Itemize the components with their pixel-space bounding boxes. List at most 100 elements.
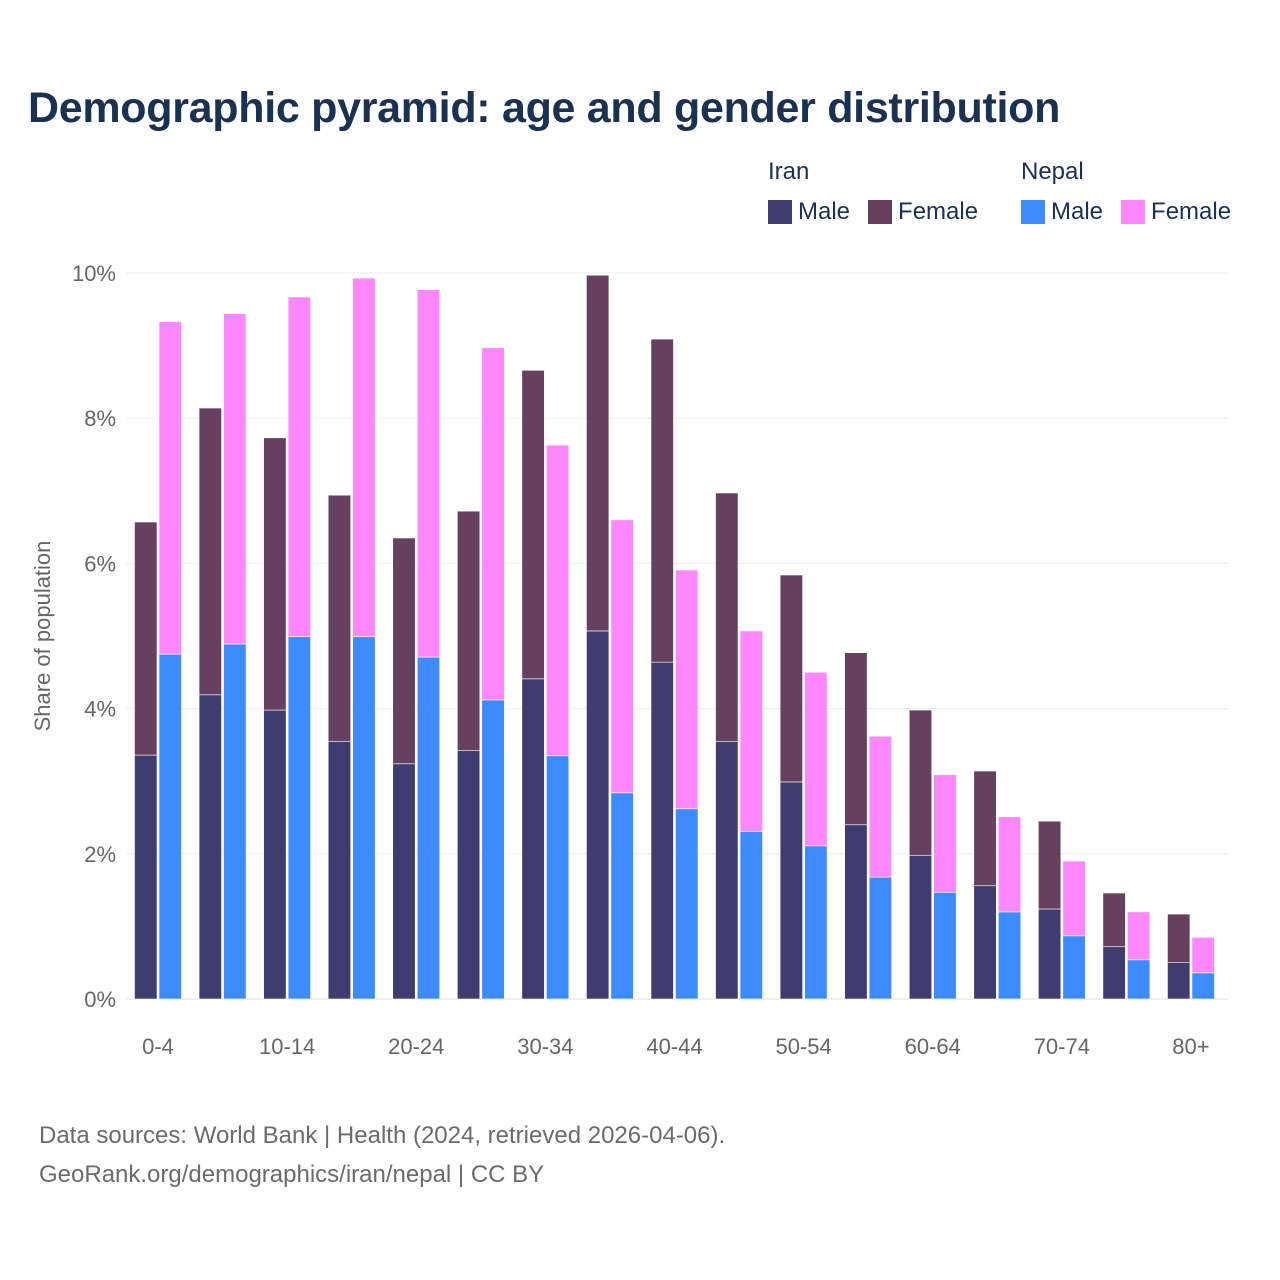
bar-nepal-male[interactable] bbox=[416, 656, 441, 1000]
bar-iran-female[interactable] bbox=[392, 537, 416, 765]
bar-iran-female[interactable] bbox=[198, 407, 222, 696]
bar-nepal-female[interactable] bbox=[1191, 936, 1215, 974]
bar-nepal-female[interactable] bbox=[1127, 911, 1151, 961]
legend-title-nepal: Nepal bbox=[1021, 158, 1084, 185]
bar-nepal-female[interactable] bbox=[158, 321, 182, 655]
bar-iran-male[interactable] bbox=[456, 750, 481, 1000]
bar-nepal-male[interactable] bbox=[804, 845, 828, 1000]
source-line-1: Data sources: World Bank | Health (2024,… bbox=[39, 1122, 726, 1149]
bar-nepal-female[interactable] bbox=[868, 735, 892, 878]
bar-nepal-female[interactable] bbox=[223, 313, 247, 645]
source-note: Data sources: World Bank | Health (2024,… bbox=[39, 1116, 725, 1194]
legend-swatch bbox=[1121, 200, 1146, 224]
bar-nepal-female[interactable] bbox=[804, 671, 828, 847]
bar-iran-male[interactable] bbox=[198, 694, 222, 1000]
bar-iran-female[interactable] bbox=[1038, 820, 1062, 910]
bar-iran-female[interactable] bbox=[456, 510, 481, 752]
bar-iran-female[interactable] bbox=[715, 492, 739, 742]
bar-nepal-male[interactable] bbox=[352, 636, 376, 1000]
x-tick-label: 30-34 bbox=[517, 1034, 573, 1059]
bar-nepal-male[interactable] bbox=[610, 792, 634, 1000]
chart-title: Demographic pyramid: age and gender dist… bbox=[28, 84, 1061, 132]
x-tick-label: 20-24 bbox=[388, 1034, 444, 1059]
bar-nepal-male[interactable] bbox=[739, 830, 763, 1000]
bar-iran-female[interactable] bbox=[586, 274, 610, 632]
legend-label: Male bbox=[1051, 198, 1104, 225]
bar-nepal-male[interactable] bbox=[287, 636, 311, 1000]
bar-iran-female[interactable] bbox=[327, 494, 351, 742]
legend-iran: Iran Male Female bbox=[768, 158, 978, 226]
bar-iran-female[interactable] bbox=[779, 574, 803, 783]
legend-item-nepal-male[interactable]: Male bbox=[1021, 198, 1103, 226]
bar-nepal-male[interactable] bbox=[1127, 959, 1151, 1000]
bar-nepal-female[interactable] bbox=[287, 296, 311, 638]
bar-iran-female[interactable] bbox=[1167, 913, 1191, 963]
bar-iran-female[interactable] bbox=[1102, 892, 1126, 948]
bar-iran-female[interactable] bbox=[263, 437, 287, 711]
bar-iran-female[interactable] bbox=[908, 709, 933, 856]
bar-nepal-female[interactable] bbox=[610, 519, 634, 794]
x-tick-label: 50-54 bbox=[775, 1034, 831, 1059]
bar-iran-female[interactable] bbox=[844, 652, 868, 826]
bar-iran-male[interactable] bbox=[715, 740, 739, 1000]
bar-iran-male[interactable] bbox=[327, 740, 351, 1000]
bar-iran-male[interactable] bbox=[844, 824, 868, 1000]
bar-nepal-male[interactable] bbox=[933, 891, 957, 1000]
bar-nepal-female[interactable] bbox=[933, 774, 957, 893]
bar-nepal-male[interactable] bbox=[675, 808, 699, 1000]
bar-iran-male[interactable] bbox=[908, 854, 933, 1000]
bar-nepal-female[interactable] bbox=[1062, 860, 1086, 937]
source-line-2[interactable]: GeoRank.org/demographics/iran/nepal | CC… bbox=[39, 1161, 545, 1188]
legend-label: Male bbox=[798, 198, 851, 225]
x-tick-label: 70-74 bbox=[1034, 1034, 1090, 1059]
bar-nepal-male[interactable] bbox=[868, 876, 892, 1000]
bar-nepal-female[interactable] bbox=[352, 277, 376, 638]
bar-nepal-female[interactable] bbox=[739, 630, 763, 832]
x-tick-label: 40-44 bbox=[646, 1034, 702, 1059]
y-tick-label: 2% bbox=[84, 842, 116, 867]
bar-iran-male[interactable] bbox=[521, 678, 545, 1000]
bar-nepal-female[interactable] bbox=[675, 569, 699, 810]
legend-item-iran-female[interactable]: Female bbox=[868, 198, 978, 226]
y-tick-label: 0% bbox=[84, 987, 116, 1012]
bar-iran-male[interactable] bbox=[586, 630, 610, 1000]
x-tick-label: 10-14 bbox=[259, 1034, 315, 1059]
bar-iran-female[interactable] bbox=[973, 770, 997, 887]
bar-nepal-male[interactable] bbox=[546, 755, 570, 1000]
bar-nepal-male[interactable] bbox=[223, 643, 247, 1000]
bar-iran-male[interactable] bbox=[1038, 908, 1062, 1000]
y-tick-label: 8% bbox=[84, 406, 116, 431]
legend-item-iran-male[interactable]: Male bbox=[768, 198, 850, 226]
bar-nepal-male[interactable] bbox=[997, 911, 1022, 1000]
bar-nepal-female[interactable] bbox=[481, 347, 505, 701]
bar-iran-male[interactable] bbox=[650, 661, 674, 1000]
bar-iran-male[interactable] bbox=[263, 709, 287, 1000]
bar-iran-male[interactable] bbox=[779, 781, 803, 1000]
bar-iran-female[interactable] bbox=[134, 521, 158, 756]
bar-nepal-female[interactable] bbox=[546, 444, 570, 757]
bar-nepal-male[interactable] bbox=[1191, 972, 1215, 1000]
bar-iran-male[interactable] bbox=[973, 885, 997, 1000]
bar-iran-male[interactable] bbox=[1167, 962, 1191, 1000]
bar-nepal-male[interactable] bbox=[481, 699, 505, 1000]
bar-nepal-male[interactable] bbox=[1062, 935, 1086, 1000]
y-tick-label: 4% bbox=[84, 697, 116, 722]
legend-swatch bbox=[1021, 200, 1045, 224]
y-tick-label: 6% bbox=[84, 551, 116, 576]
bar-iran-male[interactable] bbox=[134, 754, 158, 1000]
bar-iran-male[interactable] bbox=[392, 763, 416, 1000]
bar-iran-female[interactable] bbox=[650, 338, 674, 663]
y-axis-label: Share of population bbox=[30, 541, 55, 732]
legend-item-nepal-female[interactable]: Female bbox=[1121, 198, 1231, 226]
bar-nepal-female[interactable] bbox=[416, 289, 441, 658]
bar-nepal-male[interactable] bbox=[158, 653, 182, 1000]
bar-iran-female[interactable] bbox=[521, 369, 545, 680]
bar-nepal-female[interactable] bbox=[997, 816, 1022, 913]
bar-iran-male[interactable] bbox=[1102, 946, 1126, 1000]
x-tick-label: 60-64 bbox=[905, 1034, 961, 1059]
legend-label: Female bbox=[1151, 198, 1232, 225]
legend-swatch bbox=[768, 200, 792, 224]
legend-swatch bbox=[868, 200, 893, 224]
legend-title-iran: Iran bbox=[768, 158, 810, 185]
